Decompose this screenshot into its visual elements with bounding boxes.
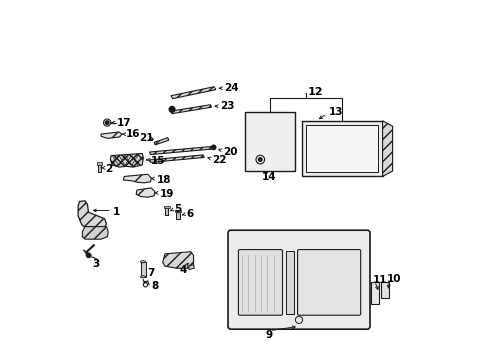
Text: 20: 20 bbox=[223, 147, 237, 157]
Polygon shape bbox=[149, 146, 215, 154]
Text: 18: 18 bbox=[156, 175, 171, 185]
Polygon shape bbox=[188, 265, 194, 270]
Text: 14: 14 bbox=[261, 172, 276, 183]
Bar bbox=[163, 206, 169, 208]
Polygon shape bbox=[123, 174, 151, 183]
Text: 24: 24 bbox=[224, 83, 238, 93]
Polygon shape bbox=[163, 252, 193, 268]
Text: 3: 3 bbox=[92, 258, 99, 269]
Polygon shape bbox=[101, 132, 122, 138]
Text: 11: 11 bbox=[372, 275, 386, 285]
Circle shape bbox=[211, 145, 215, 149]
FancyBboxPatch shape bbox=[238, 249, 282, 315]
Bar bbox=[244, 112, 295, 171]
FancyBboxPatch shape bbox=[227, 230, 369, 329]
Text: 6: 6 bbox=[186, 209, 193, 219]
Text: 21: 21 bbox=[139, 133, 154, 143]
Text: 12: 12 bbox=[307, 87, 323, 97]
Ellipse shape bbox=[140, 261, 145, 263]
Bar bbox=[176, 212, 180, 220]
FancyBboxPatch shape bbox=[297, 249, 360, 315]
Text: 16: 16 bbox=[126, 129, 141, 139]
Polygon shape bbox=[78, 201, 106, 229]
Text: 19: 19 bbox=[160, 189, 174, 199]
Polygon shape bbox=[136, 188, 155, 197]
Text: 10: 10 bbox=[386, 274, 401, 284]
Polygon shape bbox=[149, 155, 204, 162]
Polygon shape bbox=[171, 105, 211, 114]
Circle shape bbox=[258, 158, 262, 161]
Text: 4: 4 bbox=[179, 265, 186, 275]
Circle shape bbox=[86, 253, 90, 257]
Text: 8: 8 bbox=[151, 281, 158, 291]
Circle shape bbox=[169, 107, 175, 112]
Bar bbox=[175, 211, 181, 212]
Text: 1: 1 bbox=[112, 207, 120, 217]
Text: 17: 17 bbox=[117, 118, 132, 128]
Bar bbox=[140, 262, 145, 277]
Polygon shape bbox=[82, 226, 108, 239]
Polygon shape bbox=[171, 87, 215, 99]
Bar bbox=[370, 282, 379, 304]
Bar bbox=[164, 207, 168, 215]
Text: 2: 2 bbox=[104, 164, 112, 174]
Polygon shape bbox=[110, 153, 143, 167]
Text: 15: 15 bbox=[150, 156, 165, 166]
Bar bbox=[286, 251, 294, 314]
Text: 23: 23 bbox=[219, 101, 234, 111]
Bar bbox=[97, 162, 102, 165]
Text: 7: 7 bbox=[147, 267, 154, 278]
Text: 13: 13 bbox=[328, 107, 342, 117]
Circle shape bbox=[105, 121, 109, 125]
Polygon shape bbox=[154, 138, 168, 145]
Ellipse shape bbox=[140, 276, 145, 278]
Bar bbox=[380, 282, 388, 298]
Polygon shape bbox=[382, 121, 392, 176]
Bar bbox=[301, 121, 382, 176]
Text: 22: 22 bbox=[212, 155, 226, 165]
Text: 5: 5 bbox=[174, 204, 182, 215]
Bar bbox=[98, 164, 101, 172]
Bar bbox=[305, 126, 377, 172]
Text: 9: 9 bbox=[265, 330, 272, 340]
